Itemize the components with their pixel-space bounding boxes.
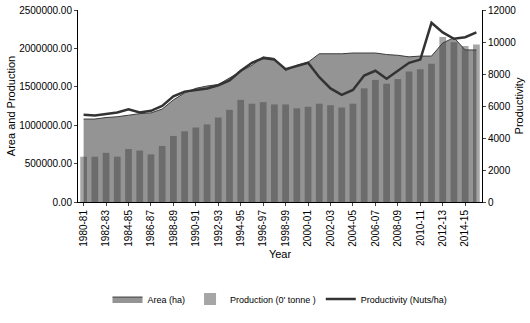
svg-text:6000: 6000 <box>488 101 511 112</box>
svg-text:2000000.00: 2000000.00 <box>19 43 72 54</box>
svg-text:1980-81: 1980-81 <box>78 210 89 247</box>
svg-text:Year: Year <box>269 248 292 260</box>
svg-text:1992-93: 1992-93 <box>213 210 224 247</box>
svg-text:1998-99: 1998-99 <box>280 210 291 247</box>
svg-text:1988-89: 1988-89 <box>168 210 179 247</box>
svg-text:2002-03: 2002-03 <box>325 210 336 247</box>
svg-text:Productivity (Nuts/ha): Productivity (Nuts/ha) <box>361 295 447 305</box>
svg-text:2006-07: 2006-07 <box>370 210 381 247</box>
svg-text:12000: 12000 <box>488 5 516 16</box>
svg-text:2008-09: 2008-09 <box>392 210 403 247</box>
svg-text:2500000.00: 2500000.00 <box>19 5 72 16</box>
svg-text:1500000.00: 1500000.00 <box>19 81 72 92</box>
svg-text:0.00: 0.00 <box>53 197 73 208</box>
svg-text:1984-85: 1984-85 <box>123 210 134 247</box>
svg-text:8000: 8000 <box>488 69 511 80</box>
svg-text:4000: 4000 <box>488 133 511 144</box>
svg-text:1982-83: 1982-83 <box>100 210 111 247</box>
svg-text:2014-15: 2014-15 <box>459 210 470 247</box>
svg-text:Area (ha): Area (ha) <box>148 295 186 305</box>
svg-text:1000000.00: 1000000.00 <box>19 120 72 131</box>
svg-text:2010-11: 2010-11 <box>415 210 426 246</box>
svg-text:2012-13: 2012-13 <box>437 210 448 247</box>
svg-text:Productivity: Productivity <box>513 77 525 134</box>
svg-text:1986-87: 1986-87 <box>145 210 156 247</box>
svg-text:2000-01: 2000-01 <box>302 210 313 247</box>
svg-text:0: 0 <box>488 197 494 208</box>
svg-text:10000: 10000 <box>488 37 516 48</box>
svg-text:2004-05: 2004-05 <box>347 210 358 247</box>
svg-text:500000.00: 500000.00 <box>25 158 73 169</box>
svg-text:1996-97: 1996-97 <box>257 210 268 247</box>
svg-text:1990-91: 1990-91 <box>190 210 201 247</box>
svg-text:Area and Production: Area and Production <box>5 56 17 156</box>
svg-text:Production (0' tonne ): Production (0' tonne ) <box>230 295 316 305</box>
svg-text:2000: 2000 <box>488 165 511 176</box>
svg-text:1994-95: 1994-95 <box>235 210 246 247</box>
